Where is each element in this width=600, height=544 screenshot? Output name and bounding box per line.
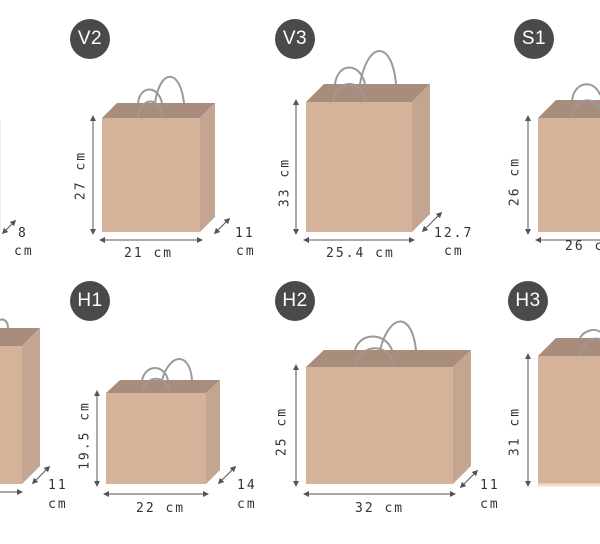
width-label-s1: 26 c [565, 239, 600, 254]
depth-unit-h1: cm [237, 497, 257, 512]
depth-value-v2: 11 [235, 226, 255, 241]
depth-unit-v3: cm [444, 244, 464, 259]
bag-h2 [293, 320, 479, 497]
height-label-v3: 33 cm [277, 157, 293, 208]
depth-arrow [459, 469, 479, 489]
bag-v2 [90, 75, 231, 243]
height-label-h1: 19.5 cm [77, 401, 93, 470]
height-label-h3: 31 cm [507, 406, 523, 457]
size-badge-h3: H3 [508, 281, 548, 321]
bag-h3 [525, 329, 600, 487]
height-label-v2: 27 cm [73, 150, 89, 201]
depth-unit-partial-top: cm [14, 244, 34, 259]
width-label-v3: 25.4 cm [326, 246, 395, 261]
width-label-v2: 21 cm [124, 246, 174, 261]
width-label-h2: 32 cm [355, 501, 405, 516]
width-label-h1: 22 cm [136, 501, 186, 516]
depth-arrow [217, 465, 237, 485]
depth-arrow [1, 219, 17, 235]
bag-partial-top-left [0, 120, 17, 235]
bag-partial-bottom-left [0, 318, 51, 495]
depth-unit-v2: cm [236, 244, 256, 259]
depth-value-h1: 14 [237, 478, 257, 493]
depth-unit-partial-bottom: cm [48, 497, 68, 512]
depth-value-partial-bottom: 11 [48, 478, 68, 493]
height-label-s1: 26 cm [507, 156, 523, 207]
size-badge-h2: H2 [275, 281, 315, 321]
bag-s1 [525, 83, 600, 243]
bag-h1 [94, 358, 237, 497]
depth-arrow [421, 211, 443, 233]
depth-arrow [213, 217, 231, 235]
depth-arrow [31, 465, 51, 485]
size-badge-s1: S1 [514, 19, 554, 59]
depth-value-v3: 12.7 [434, 226, 474, 241]
size-badge-v2: V2 [70, 19, 110, 59]
depth-value-h2: 11 [480, 478, 500, 493]
size-badge-h1: H1 [70, 281, 110, 321]
size-badge-v3: V3 [275, 19, 315, 59]
depth-value-partial-top: 8 [18, 226, 28, 241]
height-label-h2: 25 cm [274, 406, 290, 457]
depth-unit-h2: cm [480, 497, 500, 512]
bag-v3 [293, 50, 443, 243]
